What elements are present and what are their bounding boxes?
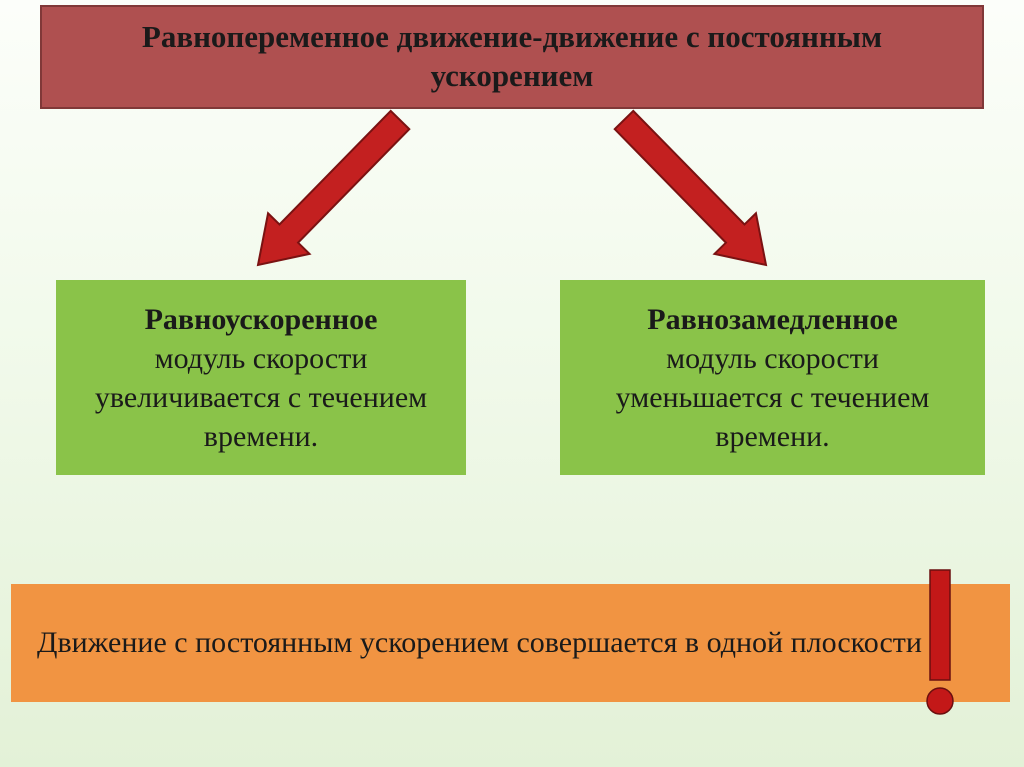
left-box: Равноускоренное модуль скорости увеличив… (56, 280, 466, 475)
header-box: Равнопеременное движение-движение с пост… (40, 5, 984, 109)
right-box-title: Равнозамедленное (647, 300, 897, 339)
right-box-body: модуль скорости уменьшается с течением в… (580, 339, 965, 456)
left-box-title: Равноускоренное (145, 300, 378, 339)
header-text: Равнопеременное движение-движение с пост… (82, 18, 942, 96)
bottom-box-text: Движение с постоянным ускорением соверша… (37, 623, 984, 664)
right-box: Равнозамедленное модуль скорости уменьша… (560, 280, 985, 475)
left-box-body: модуль скорости увеличивается с течением… (76, 339, 446, 456)
bottom-box: Движение с постоянным ускорением соверша… (11, 584, 1010, 702)
